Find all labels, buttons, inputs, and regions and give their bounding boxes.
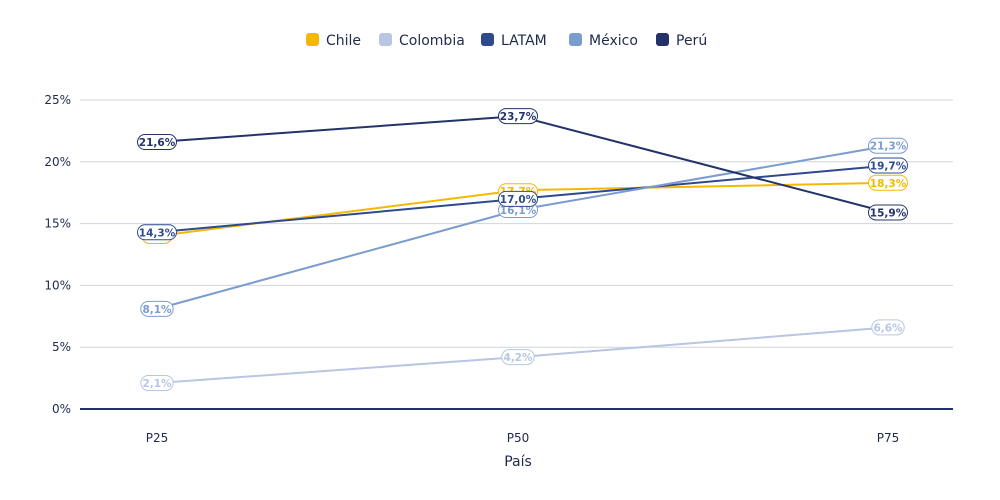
series-lines <box>156 115 889 385</box>
x-tick-label: P75 <box>877 431 900 445</box>
data-label: 19,7% <box>868 157 908 174</box>
y-tick-label: 20% <box>44 155 71 169</box>
data-label: 15,9% <box>868 204 908 221</box>
data-label-text: 17,0% <box>500 194 537 206</box>
data-label-pill <box>498 190 538 207</box>
data-label: 21,3% <box>868 137 908 154</box>
grid <box>80 99 953 410</box>
legend-label: México <box>589 33 638 49</box>
data-label: 17,0% <box>498 190 538 207</box>
legend-item-chile[interactable]: Chile <box>306 33 361 49</box>
data-label-pill <box>501 349 535 366</box>
data-label-text: 19,7% <box>870 161 907 173</box>
data-label-text: 6,6% <box>873 322 903 334</box>
legend-item-latam[interactable]: LATAM <box>481 33 547 49</box>
data-label-text: 21,6% <box>139 137 176 149</box>
legend-swatch <box>481 33 494 46</box>
data-label: 23,7% <box>498 108 538 125</box>
legend-swatch <box>379 33 392 46</box>
series-line-mexico <box>156 144 889 310</box>
legend-item-colombia[interactable]: Colombia <box>379 33 465 49</box>
data-label-pill <box>137 134 177 151</box>
y-tick-label: 5% <box>52 340 71 354</box>
y-tick-label: 0% <box>52 402 71 416</box>
data-label-pill <box>498 108 538 125</box>
data-label-pill <box>868 204 908 221</box>
data-label-text: 15,9% <box>870 207 907 219</box>
data-label-pill <box>868 137 908 154</box>
data-label-text: 4,2% <box>503 352 533 364</box>
data-label: 14,3% <box>137 224 177 241</box>
data-label-text: 14,3% <box>139 227 176 239</box>
data-label-pill <box>140 375 174 392</box>
data-label-text: 8,1% <box>142 304 172 316</box>
data-label-pill <box>137 224 177 241</box>
data-label-text: 18,3% <box>870 178 907 190</box>
data-label-pill <box>868 174 908 191</box>
data-label-pill <box>868 157 908 174</box>
x-axis-title: País <box>504 454 532 470</box>
data-label-text: 2,1% <box>142 378 172 390</box>
x-tick-label: P50 <box>507 431 530 445</box>
legend-item-mexico[interactable]: México <box>569 33 638 49</box>
x-axis: P25 P50 P75 <box>146 431 900 445</box>
data-labels: 2,1%4,2%6,6%8,1%16,1%21,3%14%17,7%18,3%1… <box>137 108 908 392</box>
legend-label: LATAM <box>501 33 547 49</box>
legend-swatch <box>569 33 582 46</box>
data-label-text: 21,3% <box>870 141 907 153</box>
x-tick-label: P25 <box>146 431 169 445</box>
y-axis: 0% 5% 10% 15% 20% 25% <box>44 93 71 416</box>
y-tick-label: 15% <box>44 217 71 231</box>
data-label: 6,6% <box>871 319 905 336</box>
legend-item-peru[interactable]: Perú <box>656 33 707 49</box>
data-label-pill <box>140 300 174 317</box>
data-label-pill <box>871 319 905 336</box>
legend: Chile Colombia LATAM México Perú <box>306 33 707 49</box>
data-label: 4,2% <box>501 349 535 366</box>
legend-label: Perú <box>676 33 707 49</box>
data-label: 8,1% <box>140 300 174 317</box>
legend-swatch <box>306 33 319 46</box>
data-label: 18,3% <box>868 174 908 191</box>
data-label: 2,1% <box>140 375 174 392</box>
legend-label: Colombia <box>399 33 465 49</box>
legend-label: Chile <box>326 33 361 49</box>
data-label-text: 23,7% <box>500 111 537 123</box>
data-label: 21,6% <box>137 134 177 151</box>
y-tick-label: 25% <box>44 93 71 107</box>
y-tick-label: 10% <box>44 278 71 292</box>
data-label-text: 16,1% <box>500 205 537 217</box>
legend-swatch <box>656 33 669 46</box>
